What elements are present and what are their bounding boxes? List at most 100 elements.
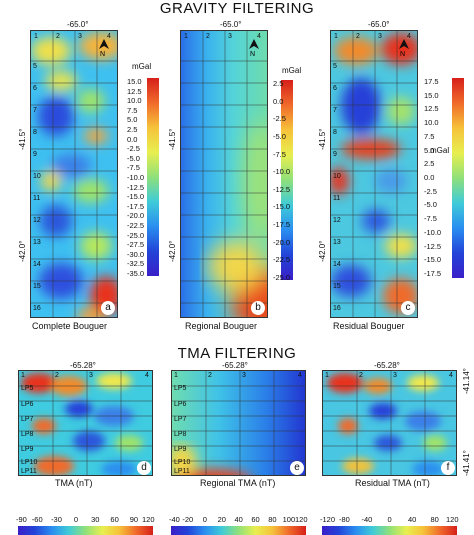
- colorbar-d: [18, 526, 153, 535]
- colorbar-tick-label: -5.0: [273, 131, 286, 141]
- svg-text:N: N: [100, 51, 105, 57]
- colorbar-tick-label: 0: [73, 515, 79, 524]
- colorbar-tick-label: 7.5: [424, 131, 435, 141]
- colorbar-tick-label: 12.5: [127, 86, 142, 96]
- colorbar-tick-label: -15.0: [424, 255, 442, 265]
- colorbar-tick-label: 0.0: [127, 134, 138, 144]
- row-label: 10: [33, 173, 41, 180]
- latitude-label: -41.5°: [168, 128, 177, 150]
- colorbar-a: [147, 78, 159, 276]
- panel-caption: Complete Bouguer: [32, 321, 108, 331]
- colorbar-tick-label: -7.5: [424, 214, 437, 224]
- colorbar-tick-label: 2.5: [273, 79, 284, 88]
- row-label: 5: [333, 63, 337, 70]
- row-label: 15: [333, 283, 341, 290]
- row-label: 11: [33, 195, 41, 202]
- colorbar-tick-label: 2.5: [127, 125, 138, 134]
- col-label: 1: [334, 33, 338, 40]
- row-label: 9: [333, 151, 337, 158]
- row-label: LP7: [21, 416, 34, 423]
- panel-caption: Regional Bouguer: [185, 321, 258, 331]
- colorbar-tick-label: -15.0: [273, 202, 291, 212]
- residual-tma-heatmap: [323, 371, 456, 475]
- col-label: 3: [242, 372, 246, 379]
- colorbar-tick-label: -5.0: [424, 200, 437, 210]
- colorbar-tick-label: 100: [282, 515, 296, 524]
- colorbar-tick-label: 60: [251, 515, 260, 524]
- row-label: 12: [33, 217, 41, 224]
- colorbar-tick-label: 120: [295, 515, 308, 524]
- row-label: LP6: [174, 401, 187, 408]
- latitude-label: -41.5°: [318, 128, 327, 150]
- col-label: 2: [56, 33, 60, 40]
- longitude-label: -65.28°: [374, 361, 400, 370]
- residual-bouguer-heatmap: [331, 31, 417, 317]
- longitude-label: -65.28°: [222, 361, 248, 370]
- colorbar-tick-label: -80: [339, 515, 350, 524]
- col-label: 1: [34, 33, 38, 40]
- panel-letter: d: [137, 461, 151, 475]
- regional-tma-map: 1 2 3 4 LP5 LP6 LP7 LP8 LP9 LP10 LP11 e: [171, 370, 306, 476]
- row-label: LP10: [174, 459, 191, 466]
- row-label: 15: [33, 283, 41, 290]
- colorbar-tick-label: 120: [142, 515, 155, 524]
- row-label: 14: [333, 261, 341, 268]
- panel-letter: c: [401, 301, 415, 315]
- colorbar-tick-label: 17.5: [424, 77, 439, 86]
- col-label: 2: [208, 372, 212, 379]
- col-label: 3: [89, 372, 93, 379]
- longitude-label: -65.0°: [368, 20, 390, 29]
- colorbar-tick-label: -7.5: [273, 149, 286, 159]
- col-label: 4: [298, 372, 302, 379]
- row-label: 5: [33, 63, 37, 70]
- panel-caption: TMA (nT): [55, 478, 93, 488]
- panel-caption: Regional TMA (nT): [200, 478, 276, 488]
- row-label: 6: [333, 85, 337, 92]
- latitude-label: -42.0°: [168, 240, 177, 262]
- col-label: 3: [378, 33, 382, 40]
- col-label: 4: [407, 33, 411, 40]
- row-label: 7: [33, 107, 37, 114]
- colorbar-tick-label: 2.5: [424, 159, 435, 169]
- col-label: 1: [325, 372, 329, 379]
- colorbar-tick-label: -20.0: [127, 211, 145, 221]
- row-label: 14: [33, 261, 41, 268]
- colorbar-tick-label: 80: [268, 515, 277, 524]
- colorbar-tick-label: -2.5: [424, 186, 437, 196]
- svg-text:N: N: [250, 51, 255, 57]
- colorbar-tick-label: -12.5: [273, 184, 291, 194]
- north-arrow-icon: N: [399, 39, 409, 57]
- col-label: 1: [21, 372, 25, 379]
- unit-label: mGal: [282, 66, 302, 75]
- colorbar-tick-label: -30.0: [127, 249, 145, 259]
- latitude-label: -41.5°: [18, 128, 27, 150]
- tma-heatmap: [19, 371, 152, 475]
- colorbar-tick-label: 7.5: [127, 105, 138, 115]
- col-label: 3: [393, 372, 397, 379]
- row-label: LP5: [174, 385, 187, 392]
- panel-letter: b: [251, 301, 265, 315]
- complete-bouguer-heatmap: [31, 31, 117, 317]
- colorbar-tick-label: -32.5: [127, 259, 145, 269]
- panel-letter: e: [290, 461, 304, 475]
- colorbar-tick-label: -40: [169, 515, 180, 524]
- col-label: 2: [55, 372, 59, 379]
- colorbar-tick-label: -2.5: [127, 144, 140, 154]
- gravity-title: GRAVITY FILTERING: [159, 0, 315, 17]
- colorbar-tick-label: 15.0: [424, 90, 439, 100]
- colorbar-tick-label: 15.0: [127, 77, 142, 86]
- colorbar-tick-label: 40: [234, 515, 243, 524]
- row-label: LP5: [21, 385, 34, 392]
- row-label: 9: [33, 151, 37, 158]
- colorbar-tick-label: -40: [361, 515, 373, 524]
- colorbar-tick-label: 0.0: [273, 96, 284, 106]
- colorbar-tick-label: -17.5: [127, 201, 145, 211]
- colorbar-tick-label: -90: [16, 515, 27, 524]
- panel-letter: a: [101, 301, 115, 315]
- colorbar-tick-label: -17.5: [424, 269, 442, 278]
- colorbar-tick-label: -20.0: [273, 237, 291, 247]
- colorbar-tick-label: 20: [217, 515, 226, 524]
- colorbar-tick-label: 12.5: [424, 104, 439, 114]
- colorbar-tick-label: -22.5: [127, 221, 145, 230]
- row-label: 16: [333, 305, 341, 312]
